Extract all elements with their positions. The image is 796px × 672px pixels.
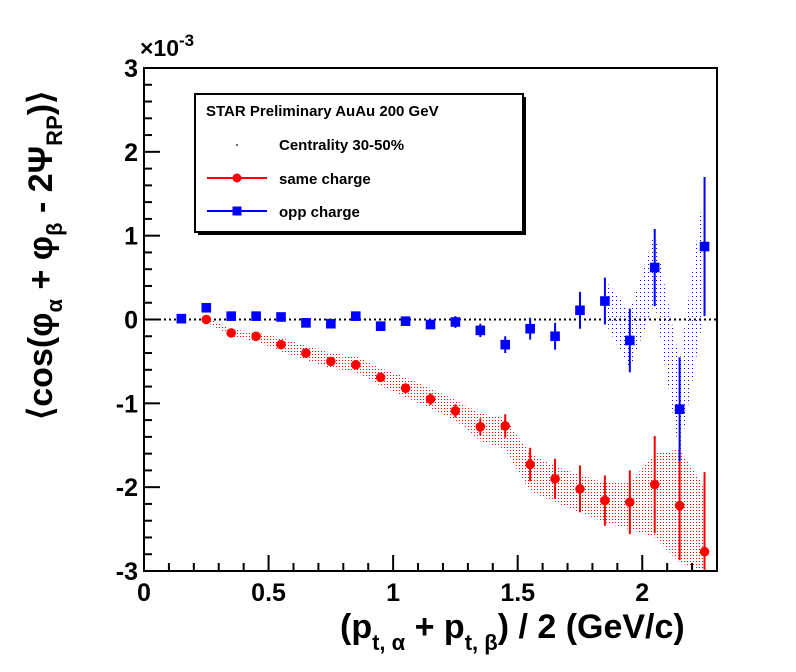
legend-box-shadow-bottom	[198, 232, 526, 235]
legend-dot-marker	[236, 144, 238, 146]
opp-charge-point	[699, 241, 710, 252]
data-points	[176, 176, 710, 571]
same-charge-point	[301, 348, 311, 358]
legend-entry-same-charge: same charge	[207, 171, 371, 188]
same-charge-point	[550, 473, 560, 484]
axis-ticks	[143, 67, 718, 572]
opp-charge-point	[375, 321, 386, 332]
legend: STAR Preliminary AuAu 200 GeV Centrality…	[194, 93, 526, 235]
opp-charge-point	[525, 323, 535, 334]
legend-title: STAR Preliminary AuAu 200 GeV	[206, 103, 439, 120]
same-charge-point	[326, 356, 336, 367]
same-charge-point	[251, 331, 261, 342]
same-charge-point	[525, 459, 535, 470]
x-tick-label: 1.5	[500, 579, 535, 607]
x-axis-title: (pt, α + pt, β) / 2 (GeV/c)	[340, 608, 685, 655]
same-charge-point	[674, 500, 685, 511]
opp-charge-point	[600, 296, 610, 306]
opp-charge-point	[575, 305, 585, 316]
y-tick-label: 0	[124, 307, 138, 335]
x-tick-label: 2	[635, 579, 649, 607]
y-axis-title: ⟨cos(φα + φβ - 2ΨRP)⟩	[22, 91, 67, 420]
opp-charge-point	[326, 318, 336, 329]
same-charge-point	[450, 406, 461, 416]
same-charge-point	[201, 314, 212, 325]
legend-label-opp-charge: opp charge	[279, 204, 360, 221]
legend-label-same-charge: same charge	[279, 171, 371, 188]
legend-entry-centrality: Centrality 30-50%	[236, 137, 404, 154]
y-tick-label: 1	[124, 223, 138, 251]
legend-entry-opp-charge: opp charge	[207, 204, 360, 221]
same-charge-point	[699, 546, 710, 557]
same-charge-point	[350, 359, 361, 370]
same-charge-point	[276, 339, 286, 350]
same-charge-point	[600, 495, 610, 506]
opp-charge-point	[226, 311, 236, 321]
tick-labels: 0 0.5 1 1.5 2 -3 -2 -1 0 1 2 3	[116, 55, 649, 607]
x-tick-label: 0.5	[251, 579, 286, 607]
opp-charge-point	[276, 312, 286, 322]
opp-charge-point	[625, 335, 635, 346]
same-charge-point	[375, 372, 386, 383]
y-tick-label: 3	[124, 55, 138, 83]
same-charge-point	[400, 383, 411, 394]
x-tick-label: 0	[137, 579, 151, 607]
y-tick-label: -1	[116, 390, 138, 418]
same-charge-point	[625, 497, 635, 508]
same-charge-point	[575, 484, 585, 494]
opp-charge-point	[301, 318, 311, 328]
same-charge-point	[500, 421, 511, 431]
opp-charge-point	[176, 313, 187, 324]
opp-charge-point	[350, 311, 361, 321]
same-charge-point	[425, 394, 436, 404]
opp-charge-point	[400, 316, 411, 326]
same-charge-point	[649, 479, 660, 490]
y-tick-label: 2	[124, 139, 138, 167]
x-tick-label: 1	[386, 579, 400, 607]
opp-charge-point	[500, 339, 511, 350]
opp-charge-point	[201, 302, 212, 313]
opp-charge-point	[550, 331, 560, 342]
opp-charge-point	[450, 317, 461, 327]
same-charge-point	[475, 422, 486, 432]
y-tick-label: -2	[116, 474, 138, 502]
y-scale-multiplier: ×10-3	[140, 31, 194, 61]
legend-marker-same	[232, 173, 242, 183]
opp-charge-point	[425, 319, 436, 330]
legend-marker-opp	[232, 206, 242, 216]
legend-label-centrality: Centrality 30-50%	[279, 137, 404, 154]
opp-charge-point	[475, 325, 486, 336]
opp-charge-point	[649, 262, 660, 273]
y-tick-label: -3	[116, 558, 138, 586]
opp-charge-point	[674, 404, 685, 415]
legend-box	[194, 93, 524, 233]
same-charge-point	[226, 328, 236, 338]
opp-charge-point	[251, 311, 261, 321]
legend-box-shadow	[523, 97, 526, 235]
